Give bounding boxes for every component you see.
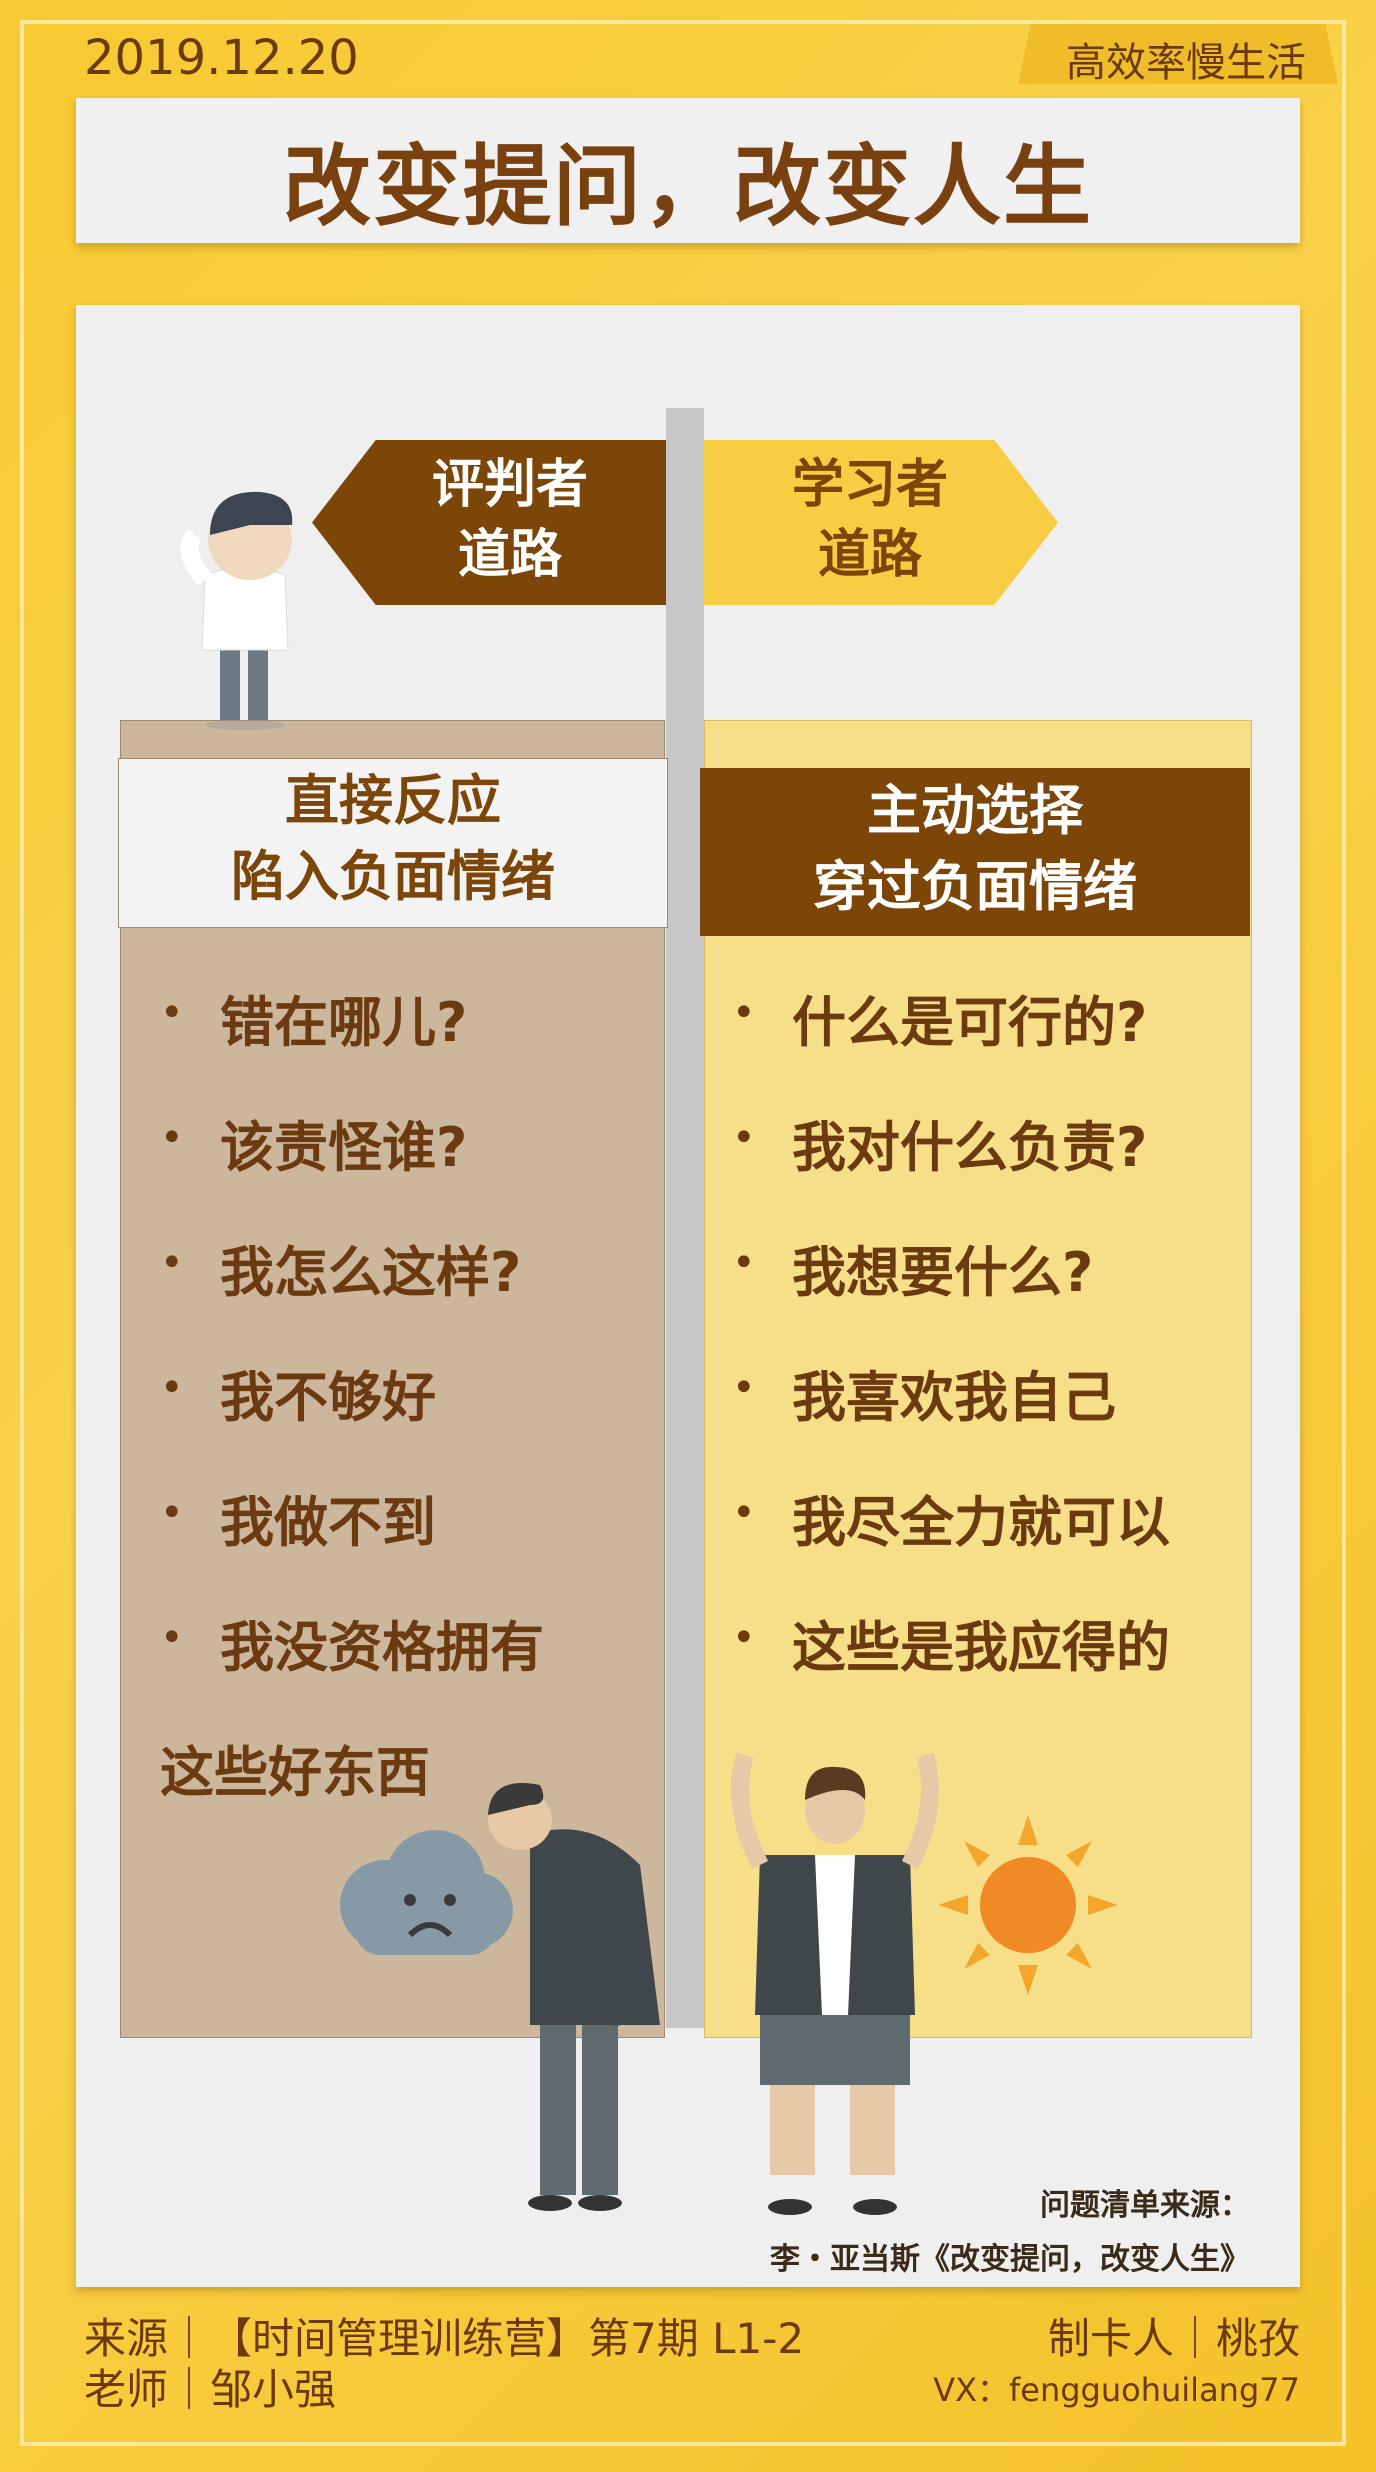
judger-heading-box <box>118 758 668 928</box>
learner-question: 我想要什么? <box>792 1241 1094 1304</box>
learner-question: 什么是可行的? <box>792 991 1148 1054</box>
footer-maker: 制卡人｜桃孜 <box>1047 2314 1300 2363</box>
judger-question: 我做不到 <box>220 1491 436 1554</box>
footer-teacher: 老师｜邹小强 <box>84 2365 337 2414</box>
judger-question: 该责怪谁? <box>220 1116 468 1179</box>
bullet: • <box>160 1615 184 1661</box>
bullet: • <box>160 990 184 1036</box>
footer-source: 来源｜【时间管理训练营】第7期 L1-2 <box>84 2314 805 2363</box>
sun-icon <box>938 1815 1118 1995</box>
bullet: • <box>732 990 756 1036</box>
card-border <box>20 20 1346 2446</box>
bullet: • <box>732 1115 756 1161</box>
learner-question: 我对什么负责? <box>792 1116 1148 1179</box>
brand-label: 高效率慢生活 <box>1066 40 1306 86</box>
learner-heading-box <box>700 768 1250 936</box>
signpost-pole <box>666 408 704 2028</box>
bullet: • <box>732 1615 756 1661</box>
bullet: • <box>732 1490 756 1536</box>
happy-man-icon <box>731 1752 939 2215</box>
bullet: • <box>160 1240 184 1286</box>
learner-sign-label: 学习者 道路 <box>791 454 948 585</box>
brand-tab <box>1018 24 1338 84</box>
confused-man-icon <box>180 491 293 730</box>
learner-column <box>704 720 1252 2038</box>
bullet: • <box>732 1365 756 1411</box>
judger-heading: 直接反应 陷入负面情绪 <box>231 768 555 908</box>
date-label: 2019.12.20 <box>84 30 359 86</box>
title-box: 改变提问，改变人生 <box>76 98 1300 243</box>
judger-question: 我怎么这样? <box>220 1241 522 1304</box>
learner-question: 我尽全力就可以 <box>792 1491 1170 1554</box>
source-note-line2: 李・亚当斯《改变提问，改变人生》 <box>770 2242 1250 2277</box>
learner-question: 这些是我应得的 <box>792 1616 1170 1679</box>
judger-column <box>120 720 665 2038</box>
sad-cloud-icon <box>340 1830 513 1955</box>
learner-heading: 主动选择 穿过负面情绪 <box>813 778 1137 918</box>
source-note-line1: 问题清单来源： <box>1040 2188 1250 2223</box>
bullet: • <box>732 1240 756 1286</box>
judger-question: 错在哪儿? <box>220 991 468 1054</box>
page-title: 改变提问，改变人生 <box>282 134 1093 238</box>
bullet: • <box>160 1365 184 1411</box>
learner-question: 我喜欢我自己 <box>792 1366 1116 1429</box>
judger-question-continued: 这些好东西 <box>160 1741 430 1804</box>
judger-question: 我没资格拥有 <box>220 1616 544 1679</box>
judger-sign-label: 评判者 道路 <box>431 454 588 585</box>
bullet: • <box>160 1490 184 1536</box>
judger-question: 我不够好 <box>220 1366 436 1429</box>
sad-man-icon <box>488 1783 660 2211</box>
judger-path-sign <box>312 440 666 605</box>
bullet: • <box>160 1115 184 1161</box>
footer-contact: VX：fengguohuilang77 <box>933 2371 1300 2409</box>
learner-path-sign <box>704 440 1058 605</box>
